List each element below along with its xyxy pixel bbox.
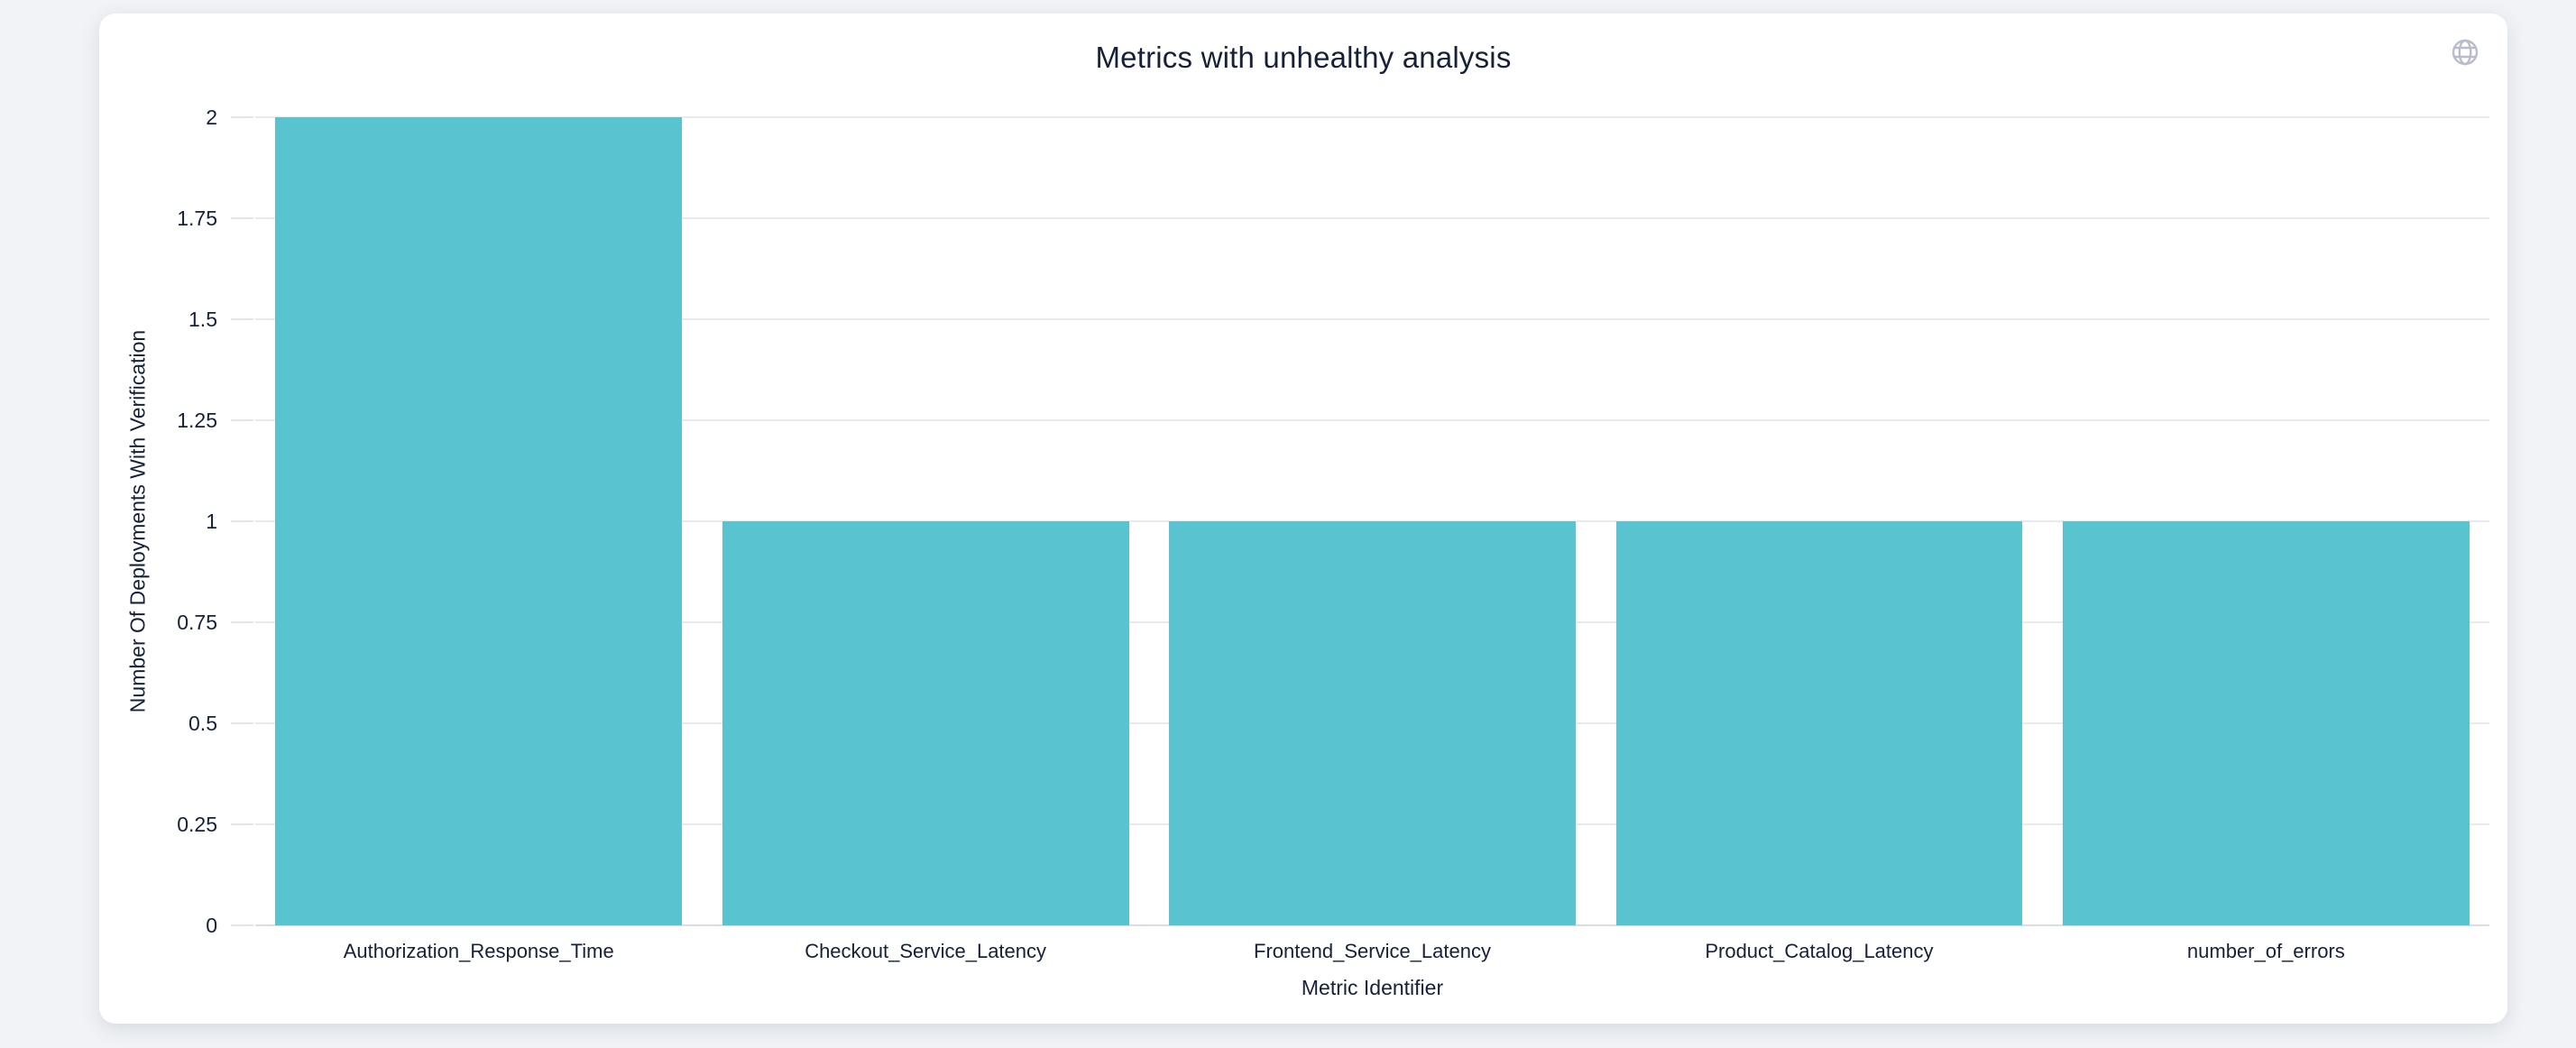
y-tick-mark — [231, 924, 253, 926]
y-tick-mark — [231, 621, 253, 623]
bar-Authorization_Response_Time[interactable] — [275, 117, 683, 925]
y-tick-mark — [231, 520, 253, 522]
y-tick-label: 1.75 — [177, 207, 217, 230]
y-tick-mark — [231, 823, 253, 825]
gridline — [255, 419, 2489, 421]
y-tick-mark — [231, 217, 253, 219]
bar-Frontend_Service_Latency[interactable] — [1169, 521, 1576, 925]
bar-Checkout_Service_Latency[interactable] — [722, 521, 1129, 925]
globe-icon-graphic — [2452, 39, 2479, 66]
y-tick-label: 2 — [206, 106, 217, 129]
bars-layer — [255, 117, 2489, 925]
x-labels: Authorization_Response_Time Checkout_Serv… — [255, 940, 2489, 963]
y-tick-mark — [231, 318, 253, 320]
bar-band — [1596, 117, 2042, 925]
y-tick-mark — [231, 116, 253, 118]
x-tick-label: Authorization_Response_Time — [343, 940, 614, 962]
y-tick-label: 0.75 — [177, 611, 217, 634]
x-tick-label: number_of_errors — [2186, 940, 2345, 962]
bar-Product_Catalog_Latency[interactable] — [1615, 521, 2023, 925]
globe-icon[interactable] — [2452, 39, 2479, 66]
bar-number_of_errors[interactable] — [2062, 521, 2470, 925]
y-tick-label: 0 — [206, 914, 217, 937]
gridline — [255, 116, 2489, 118]
y-tick-mark — [231, 419, 253, 421]
bar-band — [2043, 117, 2489, 925]
gridline — [255, 217, 2489, 219]
y-tick-label: 1.5 — [189, 308, 217, 331]
chart-title: Metrics with unhealthy analysis — [1095, 41, 1512, 74]
y-tick-label: 0.25 — [177, 813, 217, 836]
gridline — [255, 318, 2489, 320]
x-tick-label: Product_Catalog_Latency — [1705, 940, 1934, 962]
bar-band — [255, 117, 702, 925]
x-tick-label: Frontend_Service_Latency — [1254, 940, 1491, 962]
x-tick-label: Checkout_Service_Latency — [805, 940, 1047, 962]
y-tick-mark — [231, 722, 253, 724]
chart-card: Metrics with unhealthy analysis Number O… — [99, 14, 2507, 1024]
plot-area: Number Of Deployments With Verification … — [126, 106, 2489, 999]
y-tick-label: 1.25 — [177, 409, 217, 432]
x-axis-line — [255, 924, 2489, 926]
y-tick-label: 0.5 — [189, 712, 217, 735]
x-axis-title: Metric Identifier — [1301, 976, 1444, 999]
bar-band — [1149, 117, 1596, 925]
bar-band — [702, 117, 1148, 925]
y-tick-label: 1 — [206, 510, 217, 533]
